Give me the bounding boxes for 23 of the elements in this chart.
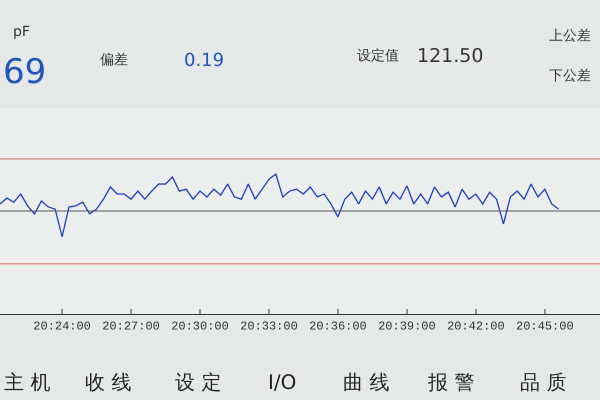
x-tick-label: 20:27:00: [102, 319, 160, 334]
text: 曲 线: [343, 370, 390, 394]
text: 报 警: [427, 370, 474, 394]
text: 69: [3, 52, 46, 92]
text: 下公差: [549, 68, 591, 84]
x-tick-label: 20:30:00: [171, 319, 229, 334]
x-tick-label: 20:39:00: [378, 319, 436, 334]
text: 设 定: [175, 370, 222, 394]
text: 设定值: [357, 48, 399, 64]
text: I/O: [268, 370, 296, 394]
text: 主 机: [4, 370, 50, 394]
x-tick-label: 20:24:00: [33, 319, 91, 334]
x-tick-label: 20:45:00: [516, 319, 574, 334]
text: 121.50: [417, 45, 484, 67]
x-tick-label: 20:36:00: [309, 319, 367, 334]
x-tick-label: 20:42:00: [447, 319, 505, 334]
text: 品 质: [520, 370, 566, 394]
text: pF: [13, 24, 30, 40]
text: 上公差: [549, 28, 591, 44]
x-tick-label: 20:33:00: [240, 319, 298, 334]
text: 收 线: [85, 370, 132, 394]
text: 0.19: [184, 50, 224, 71]
text: 偏差: [100, 52, 128, 68]
